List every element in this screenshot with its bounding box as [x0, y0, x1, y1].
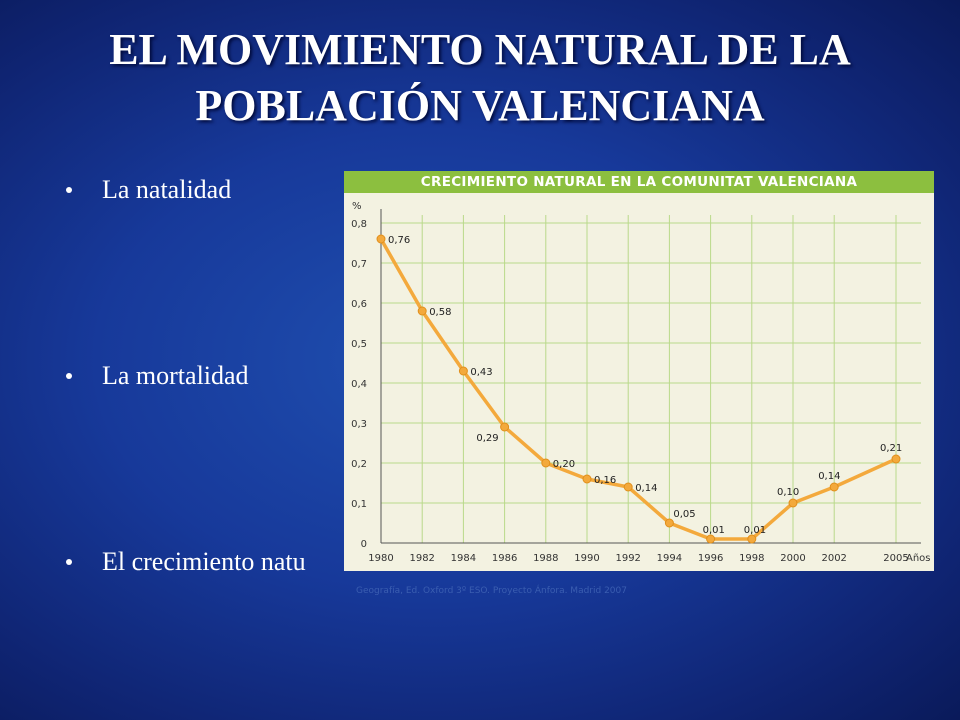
bullet-dot-icon [66, 187, 72, 193]
data-point [376, 234, 386, 244]
x-tick-label: 2000 [780, 553, 805, 564]
x-tick-label: 1986 [492, 553, 517, 564]
data-point [747, 534, 757, 544]
data-label: 0,16 [594, 475, 616, 486]
data-point [706, 534, 716, 544]
x-tick-label: 2002 [821, 553, 846, 564]
data-point [788, 498, 798, 508]
data-point [582, 474, 592, 484]
data-label: 0,01 [744, 525, 766, 536]
bullet-text: La natalidad [102, 175, 232, 204]
x-tick-label: 1980 [368, 553, 393, 564]
series-line [379, 238, 897, 541]
data-point [458, 366, 468, 376]
line-chart: 0 0,1 0,2 0,3 0,4 0,5 0,6 0,7 0,8 1980 1982 1984 198… [351, 201, 931, 564]
data-point [623, 482, 633, 492]
data-point [541, 458, 551, 468]
data-label: 0,10 [777, 487, 799, 498]
y-tick-label: 0,7 [351, 259, 367, 270]
data-label: 0,14 [818, 471, 840, 482]
bullet-dot-icon [66, 559, 72, 565]
data-label: 0,01 [703, 525, 725, 536]
y-tick-label: 0 [361, 539, 367, 550]
data-point [829, 482, 839, 492]
data-label: 0,05 [673, 509, 695, 520]
x-tick-label: 2005 [883, 553, 908, 564]
x-tick-label: 1992 [615, 553, 640, 564]
x-tick-label: 1998 [739, 553, 764, 564]
y-tick-label: 0,2 [351, 459, 367, 470]
data-label: 0,58 [429, 307, 451, 318]
x-tick-label: 1982 [409, 553, 434, 564]
y-axis-label: % [352, 201, 362, 212]
data-label: 0,76 [388, 235, 410, 246]
y-tick-label: 0,1 [351, 499, 367, 510]
bullet-text: La mortalidad [102, 361, 249, 390]
x-tick-label: 1984 [451, 553, 476, 564]
title-line-2: POBLACIÓN VALENCIANA [195, 81, 765, 130]
title-line-1: EL MOVIMIENTO NATURAL DE LA [109, 25, 851, 74]
data-point [500, 422, 510, 432]
x-axis-label: Años [906, 553, 931, 564]
x-tick-label: 1994 [657, 553, 682, 564]
bullet-text: El crecimiento natu [102, 547, 306, 576]
x-tick-label: 1996 [698, 553, 723, 564]
x-tick-label: 1988 [533, 553, 558, 564]
data-point [891, 454, 901, 464]
data-label: 0,14 [635, 483, 657, 494]
chart-panel: 0 0,1 0,2 0,3 0,4 0,5 0,6 0,7 0,8 1980 1982 1984 198… [344, 171, 934, 571]
data-label: 0,29 [476, 433, 498, 444]
y-tick-label: 0,3 [351, 419, 367, 430]
y-tick-label: 0,6 [351, 299, 367, 310]
chart-title: CRECIMIENTO NATURAL EN LA COMUNITAT VALE… [344, 171, 934, 193]
slide-title: EL MOVIMIENTO NATURAL DE LA POBLACIÓN VA… [0, 22, 960, 134]
source-caption: Geografía, Ed. Oxford 3º ESO. Proyecto Á… [356, 586, 627, 596]
data-label: 0,43 [470, 367, 492, 378]
bullet-dot-icon [66, 373, 72, 379]
data-point [417, 306, 427, 316]
data-point [664, 518, 674, 528]
y-tick-label: 0,5 [351, 339, 367, 350]
data-label: 0,20 [553, 459, 575, 470]
data-label: 0,21 [880, 443, 902, 454]
x-tick-label: 1990 [574, 553, 599, 564]
y-tick-label: 0,8 [351, 219, 367, 230]
y-tick-label: 0,4 [351, 379, 367, 390]
